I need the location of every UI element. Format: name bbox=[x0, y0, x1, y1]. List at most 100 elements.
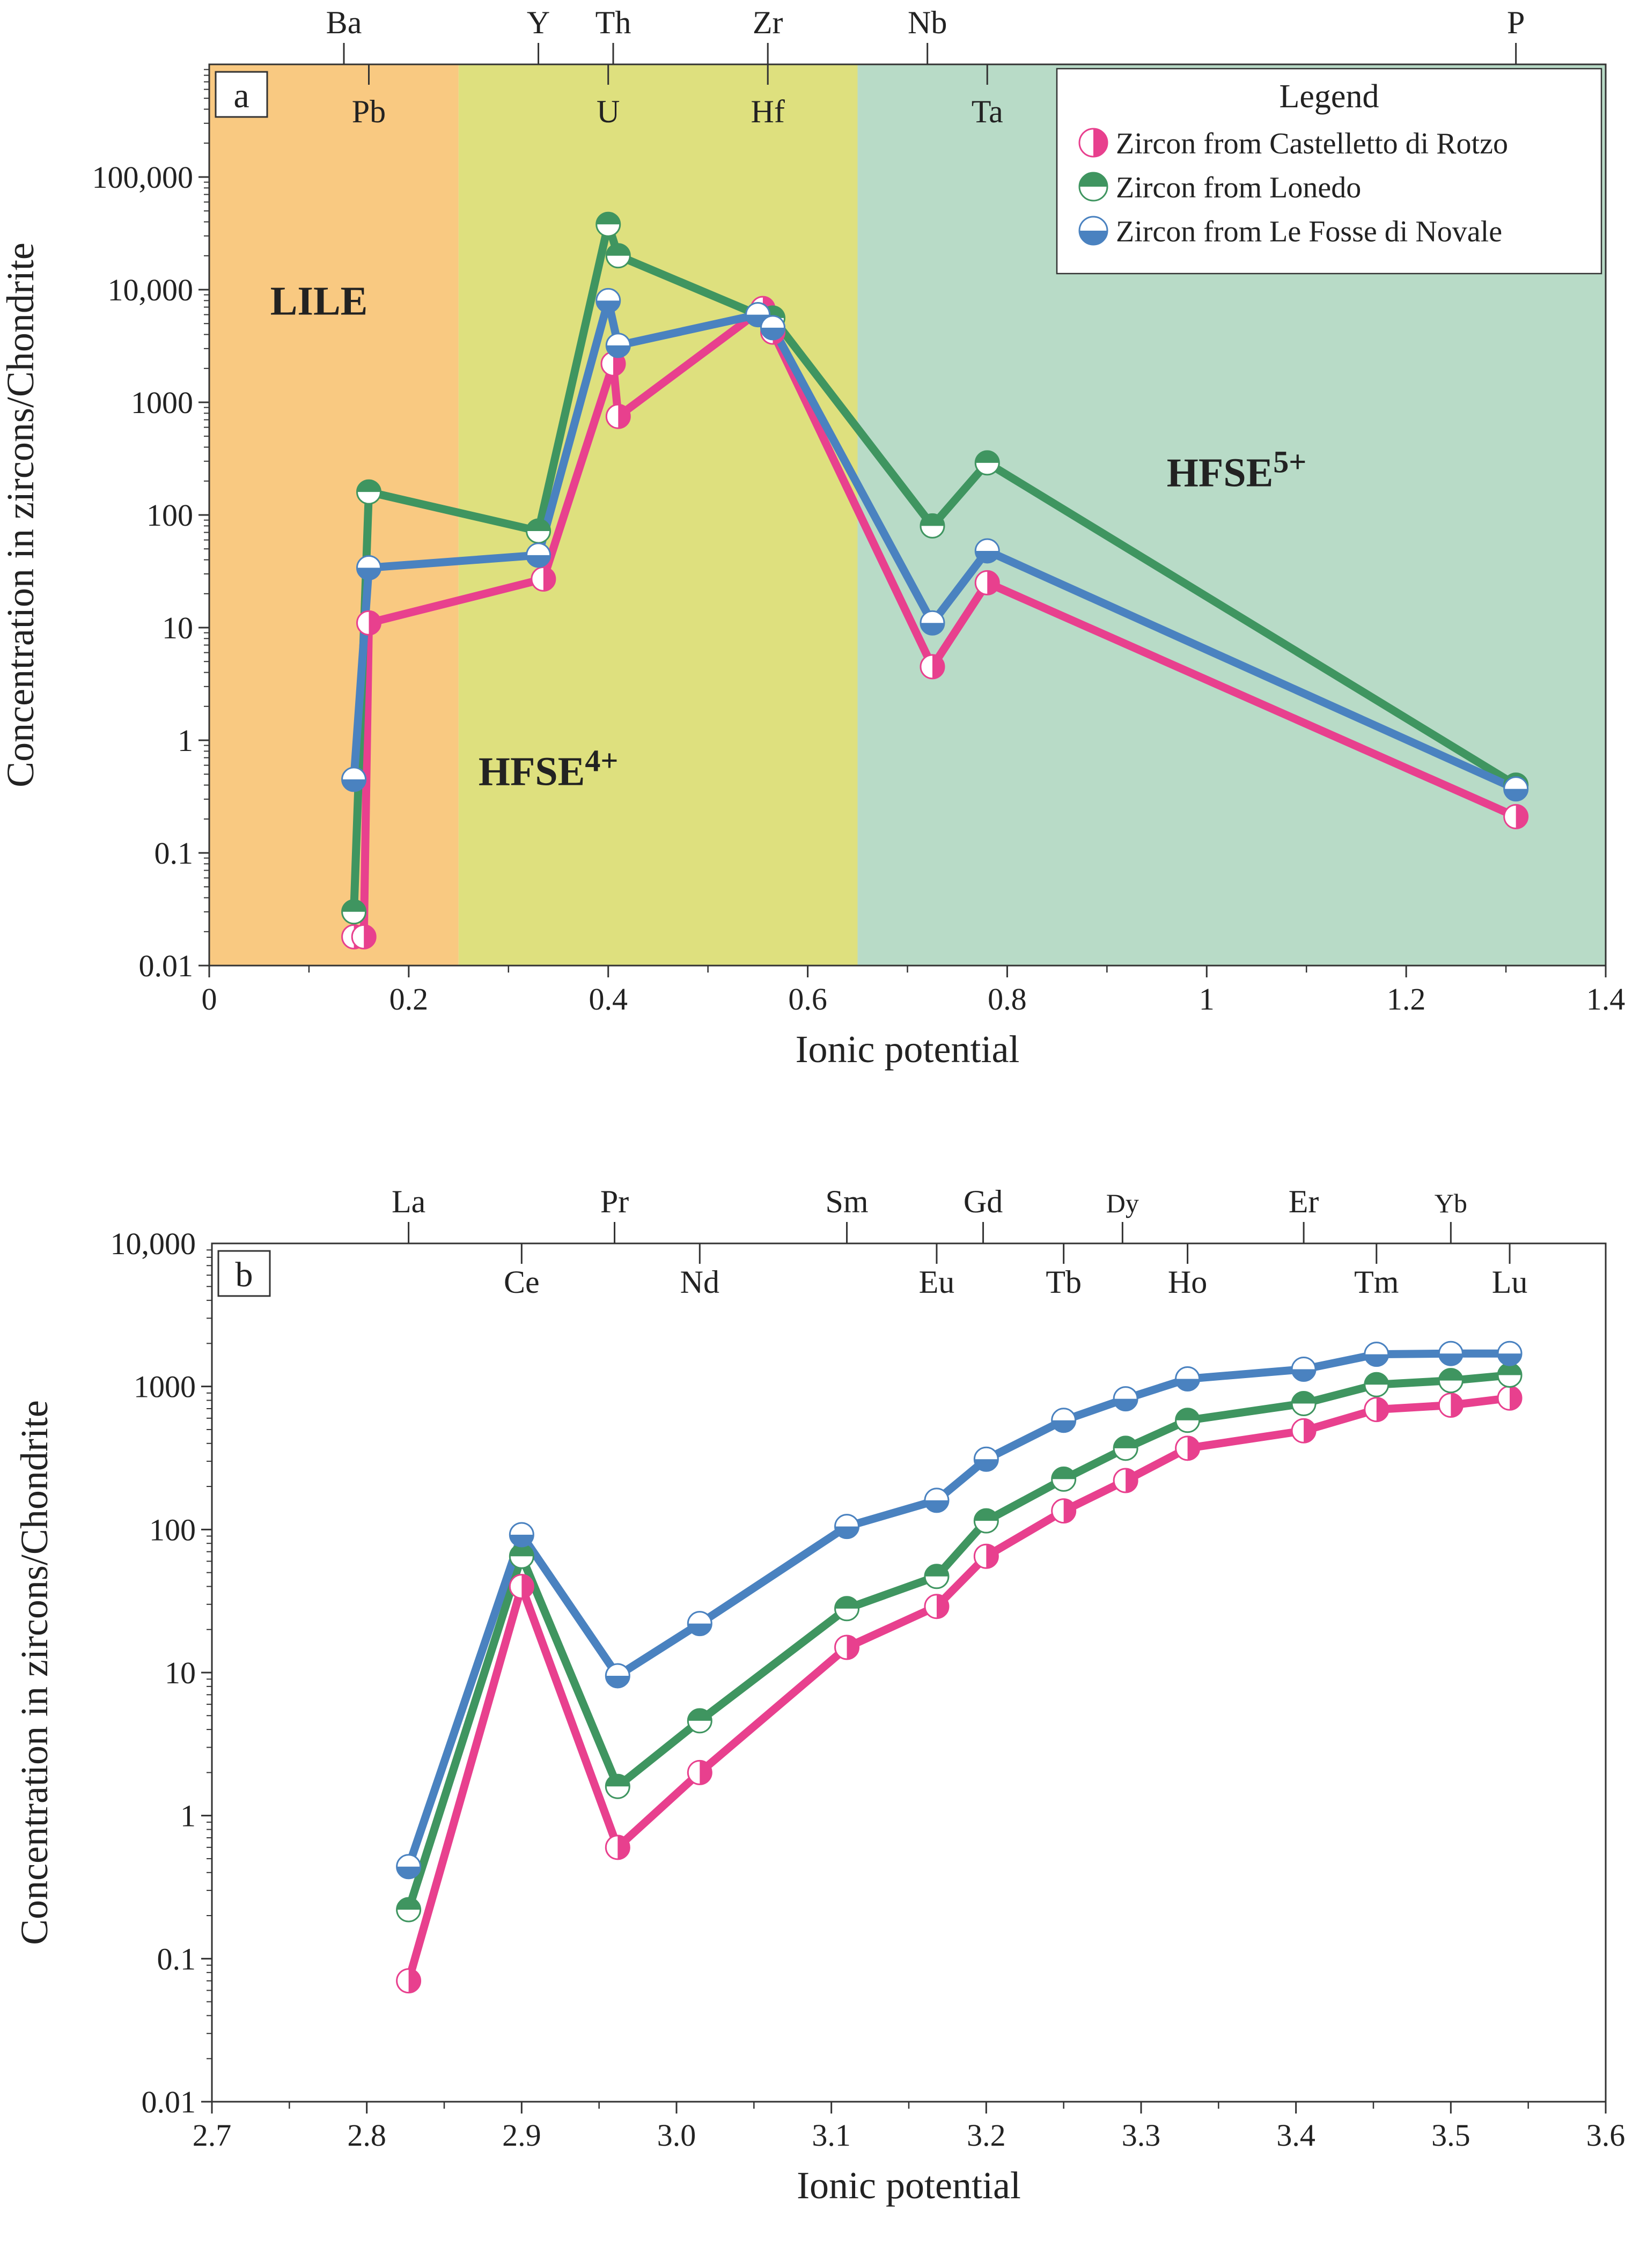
data-point bbox=[760, 315, 785, 341]
x-tick-label: 1.4 bbox=[1586, 982, 1626, 1017]
region-band-1 bbox=[209, 64, 459, 966]
marker-fill bbox=[986, 1544, 998, 1569]
region-band-2 bbox=[458, 64, 858, 966]
marker-fill bbox=[526, 519, 550, 531]
y-tick-label: 10 bbox=[162, 610, 193, 645]
marker-fill bbox=[1504, 789, 1528, 801]
data-point bbox=[396, 1897, 422, 1923]
marker-fill bbox=[975, 451, 999, 463]
legend-item-label: Zircon from Castelletto di Rotzo bbox=[1116, 127, 1508, 160]
x-tick-label: 3.5 bbox=[1431, 2118, 1470, 2153]
y-tick-label: 0.01 bbox=[142, 2085, 196, 2119]
x-tick-label: 0.2 bbox=[389, 982, 429, 1017]
data-point bbox=[1364, 1342, 1389, 1367]
marker-fill bbox=[924, 1500, 949, 1512]
region-label: LILE bbox=[270, 279, 368, 324]
element-label: Eu bbox=[919, 1264, 955, 1300]
y-tick-label: 10,000 bbox=[108, 273, 194, 307]
marker-fill bbox=[1187, 1436, 1200, 1460]
marker-fill bbox=[1292, 1369, 1316, 1381]
data-point bbox=[1503, 804, 1529, 829]
y-tick-label: 10 bbox=[165, 1655, 196, 1690]
marker-fill bbox=[1516, 805, 1528, 829]
marker-fill bbox=[369, 611, 381, 635]
data-point bbox=[973, 1543, 999, 1569]
data-point bbox=[1175, 1435, 1201, 1461]
panel-letter: a bbox=[233, 76, 249, 115]
data-point bbox=[351, 924, 377, 949]
element-label: Tb bbox=[1046, 1264, 1082, 1300]
y-tick-label: 1000 bbox=[131, 385, 193, 420]
marker-fill bbox=[1079, 231, 1107, 245]
marker-fill bbox=[596, 212, 620, 225]
marker-fill bbox=[1364, 1354, 1388, 1366]
x-tick-label: 0.6 bbox=[788, 982, 827, 1017]
data-point bbox=[1438, 1393, 1464, 1418]
legend-title: Legend bbox=[1280, 78, 1379, 115]
series-line bbox=[405, 1349, 1514, 1871]
marker-fill bbox=[700, 1761, 712, 1785]
data-point bbox=[605, 243, 631, 269]
data-point bbox=[531, 566, 556, 592]
x-tick-label: 0 bbox=[202, 982, 217, 1017]
series-line bbox=[405, 1394, 1514, 1985]
data-point bbox=[974, 450, 1000, 476]
marker-fill bbox=[543, 567, 555, 591]
marker-fill bbox=[606, 1774, 630, 1787]
marker-fill bbox=[1114, 1436, 1138, 1448]
data-point bbox=[1364, 1397, 1389, 1423]
legend-item-label: Zircon from Lonedo bbox=[1116, 171, 1361, 204]
region-label-superscript: 4+ bbox=[585, 743, 618, 778]
series-line bbox=[350, 296, 1520, 793]
marker-fill bbox=[1510, 1386, 1522, 1410]
data-point bbox=[1051, 1408, 1077, 1433]
data-point bbox=[920, 513, 945, 539]
data-point bbox=[687, 1611, 712, 1637]
y-tick-label: 1 bbox=[178, 723, 193, 758]
marker-fill bbox=[924, 1564, 949, 1577]
marker-fill bbox=[342, 779, 366, 791]
marker-fill bbox=[688, 1709, 712, 1721]
element-label: La bbox=[392, 1184, 425, 1219]
data-point bbox=[924, 1564, 950, 1589]
series-line bbox=[350, 220, 1520, 916]
y-tick-label: 0.1 bbox=[155, 836, 194, 871]
data-point bbox=[1497, 1385, 1523, 1411]
legend-item-label: Zircon from Le Fosse di Novale bbox=[1116, 215, 1502, 248]
marker-fill bbox=[521, 1574, 534, 1599]
plot-frame bbox=[211, 1242, 1607, 2103]
marker-fill bbox=[1451, 1393, 1463, 1417]
data-point bbox=[605, 1663, 630, 1689]
data-point bbox=[687, 1759, 712, 1785]
data-point bbox=[396, 1968, 422, 1994]
y-tick-label: 10,000 bbox=[111, 1226, 196, 1261]
data-point bbox=[1438, 1368, 1464, 1394]
y-tick-label: 0.1 bbox=[157, 1941, 196, 1976]
panel-letter-box bbox=[215, 71, 268, 118]
element-label: Dy bbox=[1106, 1188, 1139, 1218]
marker-fill bbox=[835, 1596, 859, 1609]
marker-fill bbox=[342, 900, 366, 912]
marker-fill bbox=[510, 1544, 534, 1557]
marker-fill bbox=[357, 480, 381, 492]
marker-fill bbox=[1364, 1373, 1388, 1385]
x-tick-label: 0.4 bbox=[589, 982, 628, 1017]
element-label: Zr bbox=[753, 5, 783, 40]
element-label: Ba bbox=[326, 5, 362, 40]
data-point bbox=[834, 1596, 860, 1622]
data-point bbox=[396, 1854, 422, 1880]
marker-fill bbox=[1052, 1420, 1076, 1432]
marker-fill bbox=[1052, 1467, 1076, 1479]
data-point bbox=[1113, 1386, 1138, 1412]
marker-fill bbox=[618, 404, 630, 429]
marker-fill bbox=[1093, 129, 1107, 157]
marker-fill bbox=[1175, 1408, 1200, 1420]
y-tick-label: 100 bbox=[149, 1512, 196, 1547]
data-point bbox=[834, 1514, 860, 1540]
data-point bbox=[924, 1488, 950, 1513]
data-point bbox=[605, 1773, 630, 1799]
data-point bbox=[974, 538, 1000, 564]
data-point bbox=[595, 288, 621, 313]
marker-fill bbox=[835, 1526, 859, 1538]
series-line bbox=[405, 1371, 1514, 1914]
